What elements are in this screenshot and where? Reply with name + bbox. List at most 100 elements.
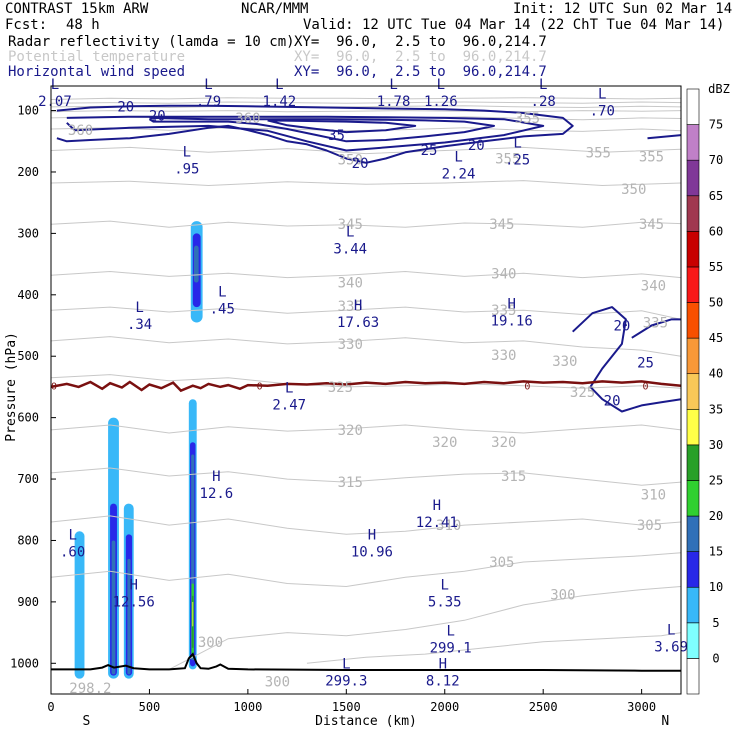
colorbar-level-label: 40 (709, 367, 723, 381)
reflectivity-cell (111, 540, 116, 675)
theta-label: 345 (639, 217, 664, 233)
theta-label: 345 (489, 217, 514, 233)
wind-label: 20 (149, 108, 166, 124)
theta-contour (50, 515, 682, 535)
theta-label: 360 (68, 123, 93, 139)
fcst-value: 48 h (66, 17, 100, 33)
zero-line-label: 0 (51, 382, 57, 393)
colorbar-level-label: 50 (709, 296, 723, 310)
theta-label: 330 (338, 337, 363, 353)
extremum-kind: L (342, 656, 350, 672)
theta-label: 355 (515, 111, 540, 127)
colorbar-swatch (686, 337, 700, 375)
theta-label: 355 (495, 151, 520, 167)
init-time: Init: 12 UTC Sun 02 Mar 14 (513, 1, 733, 17)
reflectivity-layer (74, 221, 203, 679)
theta-contour (306, 632, 682, 664)
wind-label: 35 (328, 128, 345, 144)
theta-contour (50, 270, 682, 279)
theta-label: 360 (235, 111, 260, 127)
theta-label: 335 (643, 315, 668, 331)
terrain-line (51, 652, 681, 672)
theta-label: 315 (338, 475, 363, 491)
extremum-kind: H (439, 656, 447, 672)
extremum-value: 2.24 (442, 167, 476, 183)
extremum-kind: L (68, 527, 76, 543)
extremum-value: 1.26 (424, 94, 458, 110)
field-name-reflectivity: Radar reflectivity (lamda = 10 cm) (8, 34, 295, 50)
wind-contour (647, 134, 682, 140)
wind-label: 20 (117, 99, 134, 115)
x-tick-label: 3000 (627, 700, 656, 714)
wind-label: 25 (637, 355, 654, 371)
y-tick-label: 200 (17, 165, 39, 179)
field-xy-theta: XY= 96.0, 2.5 to 96.0,214.7 (294, 49, 547, 65)
theta-label: 320 (491, 435, 516, 451)
colorbar-swatch (686, 302, 700, 339)
field-name-wind: Horizontal wind speed (8, 64, 186, 80)
extremum-value: 1.42 (263, 94, 297, 110)
colorbar-swatch (686, 480, 700, 517)
reflectivity-cell (74, 531, 85, 679)
extremum-value: 2.47 (272, 398, 306, 414)
colorbar-unit: dBZ (708, 82, 730, 96)
colorbar-swatch (686, 373, 700, 410)
y-tick-label: 800 (17, 533, 39, 547)
extremum-kind: H (129, 578, 137, 594)
extremum-kind: L (183, 145, 191, 161)
theta-label: 335 (338, 299, 363, 315)
extremum-value: 17.63 (337, 315, 379, 331)
theta-contour (50, 180, 682, 187)
extremum-value: .25 (505, 152, 530, 168)
colorbar-level-label: 0 (712, 651, 719, 665)
extremum-kind: L (51, 77, 59, 93)
theta-contour (50, 220, 682, 228)
theta-label: 325 (570, 385, 595, 401)
colorbar-swatch (686, 658, 700, 695)
colorbar-level-label: 25 (709, 473, 723, 487)
colorbar-level-label: 20 (709, 509, 723, 523)
colorbar-level-label: 5 (712, 616, 719, 630)
colorbar-swatch (686, 88, 700, 125)
extremum-value: 12.41 (416, 515, 458, 531)
theta-label: 325 (328, 380, 353, 396)
extremum-kind: L (441, 578, 449, 594)
wind-contour (66, 115, 545, 152)
theta-contour (50, 110, 682, 113)
theta-label: 330 (552, 354, 577, 370)
y-tick-label: 500 (17, 349, 39, 363)
endpoint-right: N (661, 714, 669, 729)
extremum-value: .60 (60, 544, 85, 560)
extremum-kind: L (667, 622, 675, 638)
extremum-value: .79 (196, 94, 221, 110)
theta-label: 350 (338, 153, 363, 169)
y-tick-label: 600 (17, 411, 39, 425)
theta-label: 350 (621, 182, 646, 198)
wind-contour (148, 116, 495, 143)
axis-layer: 0 500 1000 1500 2000 2500 30001002003004005006… (4, 104, 669, 729)
extremum-kind: H (433, 498, 441, 514)
extremum-kind: H (368, 527, 376, 543)
extremum-kind: L (204, 77, 212, 93)
colorbar-level-label: 10 (709, 580, 723, 594)
theta-contour (50, 336, 682, 357)
zero-line-label: 0 (643, 382, 649, 393)
valid-time: Valid: 12 UTC Tue 04 Mar 14 (22 ChT Tue … (303, 17, 725, 33)
x-tick-label: 1500 (332, 700, 361, 714)
wind-label: 20 (604, 393, 621, 409)
colorbar-swatch (686, 231, 700, 268)
extremum-value: .45 (210, 302, 235, 318)
theta-contour (50, 146, 682, 155)
theta-label: 310 (436, 518, 461, 534)
colorbar-level-label: 60 (709, 224, 723, 238)
extremum-value: .34 (127, 317, 152, 333)
theta-contour (50, 467, 682, 486)
extremum-kind: H (212, 469, 220, 485)
theta-label: 320 (338, 423, 363, 439)
theta-contour (50, 97, 682, 100)
colorbar-swatch (686, 586, 700, 624)
theta-label: 335 (491, 303, 516, 319)
x-tick-label: 1000 (233, 700, 262, 714)
theta-label: 340 (491, 266, 516, 282)
